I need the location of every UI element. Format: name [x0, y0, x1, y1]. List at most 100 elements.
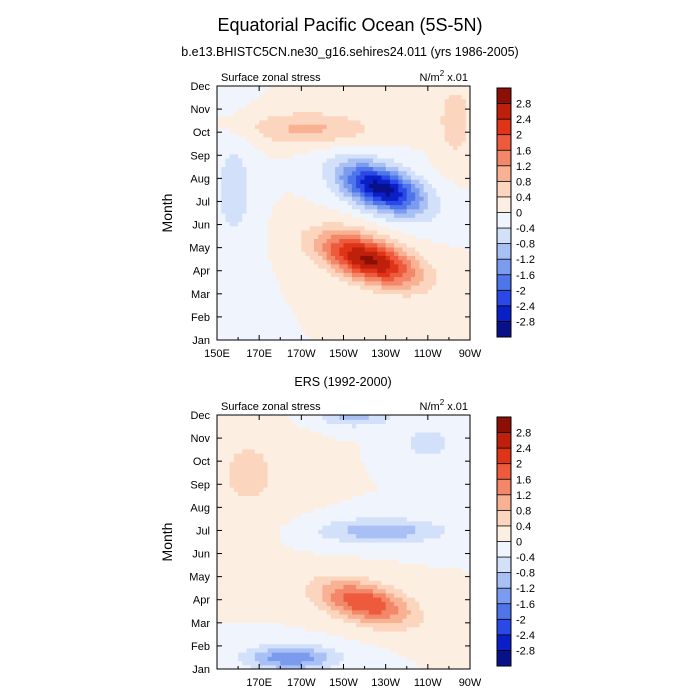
- contour-cell: [271, 643, 277, 649]
- contour-cell: [322, 174, 328, 180]
- contour-cell: [453, 255, 458, 261]
- contour-cell: [217, 575, 222, 581]
- contour-cell: [423, 107, 429, 112]
- contour-cell: [465, 284, 471, 290]
- contour-cell: [225, 255, 231, 261]
- contour-cell: [284, 179, 290, 184]
- contour-cell: [351, 179, 357, 184]
- contour-cell: [280, 542, 286, 547]
- contour-cell: [288, 208, 294, 214]
- contour-cell: [305, 626, 311, 632]
- contour-cell: [254, 508, 260, 513]
- contour-cell: [254, 246, 260, 252]
- contour-cell: [368, 136, 374, 142]
- contour-cell: [284, 225, 290, 231]
- contour-cell: [238, 546, 243, 552]
- contour-cell: [335, 119, 340, 125]
- contour-cell: [246, 293, 252, 299]
- contour-cell: [301, 94, 307, 100]
- contour-cell: [238, 208, 243, 214]
- contour-cell: [267, 115, 273, 121]
- contour-cell: [271, 508, 277, 513]
- contour-cell: [453, 259, 458, 265]
- contour-cell: [292, 639, 298, 645]
- contour-cell: [246, 537, 252, 543]
- contour-cell: [229, 229, 235, 235]
- contour-cell: [427, 255, 433, 261]
- contour-cell: [221, 132, 227, 138]
- contour-cell: [423, 246, 429, 252]
- contour-cell: [377, 318, 383, 324]
- contour-cell: [394, 145, 399, 151]
- contour-cell: [233, 119, 239, 125]
- contour-cell: [221, 597, 227, 602]
- panel2-title: ERS (1992-2000): [294, 375, 391, 389]
- contour-cell: [415, 86, 420, 91]
- contour-cell: [343, 335, 349, 341]
- contour-cell: [364, 196, 370, 201]
- contour-cell: [284, 234, 290, 239]
- contour-cell: [225, 293, 231, 299]
- contour-cell: [305, 259, 311, 265]
- contour-cell: [280, 234, 286, 239]
- contour-cell: [221, 204, 227, 210]
- contour-cell: [246, 204, 252, 210]
- contour-cell: [271, 503, 277, 509]
- x-tick-label: 130W: [371, 348, 400, 360]
- contour-cell: [217, 246, 222, 252]
- contour-cell: [284, 107, 290, 112]
- contour-cell: [360, 132, 366, 138]
- contour-cell: [330, 323, 336, 328]
- contour-cell: [233, 234, 239, 239]
- contour-cell: [292, 533, 298, 539]
- contour-cell: [250, 563, 256, 568]
- contour-cell: [339, 174, 345, 180]
- contour-cell: [406, 318, 412, 324]
- contour-cell: [356, 238, 361, 244]
- contour-cell: [217, 335, 222, 341]
- contour-cell: [377, 196, 383, 201]
- contour-cell: [246, 280, 252, 286]
- contour-cell: [364, 166, 370, 172]
- contour-cell: [301, 571, 307, 577]
- contour-cell: [238, 478, 243, 484]
- contour-cell: [453, 149, 458, 155]
- contour-cell: [402, 272, 408, 278]
- contour-cell: [381, 229, 387, 235]
- contour-cell: [288, 427, 294, 433]
- contour-cell: [254, 115, 260, 121]
- contour-cell: [263, 141, 269, 146]
- contour-cell: [297, 204, 302, 210]
- contour-cell: [284, 652, 290, 657]
- contour-cell: [305, 111, 311, 117]
- contour-cell: [440, 318, 446, 324]
- contour-cell: [406, 276, 412, 282]
- contour-cell: [229, 136, 235, 142]
- contour-cell: [292, 415, 298, 420]
- contour-cell: [217, 605, 222, 611]
- contour-cell: [385, 335, 391, 341]
- contour-cell: [347, 128, 353, 134]
- contour-cell: [423, 170, 429, 176]
- contour-cell: [394, 86, 399, 91]
- contour-cell: [305, 656, 311, 662]
- contour-cell: [398, 323, 404, 328]
- contour-cell: [225, 225, 231, 231]
- contour-cell: [398, 145, 404, 151]
- contour-cell: [284, 196, 290, 201]
- contour-cell: [335, 246, 340, 252]
- contour-cell: [263, 246, 269, 252]
- contour-cell: [242, 272, 248, 278]
- contour-cell: [297, 482, 302, 488]
- contour-cell: [313, 128, 319, 134]
- contour-cell: [280, 520, 286, 526]
- contour-cell: [351, 196, 357, 201]
- contour-cell: [276, 482, 281, 488]
- contour-cell: [377, 280, 383, 286]
- contour-cell: [271, 520, 277, 526]
- contour-cell: [259, 499, 264, 505]
- contour-cell: [398, 179, 404, 184]
- contour-cell: [318, 115, 324, 121]
- contour-cell: [263, 284, 269, 290]
- contour-cell: [360, 225, 366, 231]
